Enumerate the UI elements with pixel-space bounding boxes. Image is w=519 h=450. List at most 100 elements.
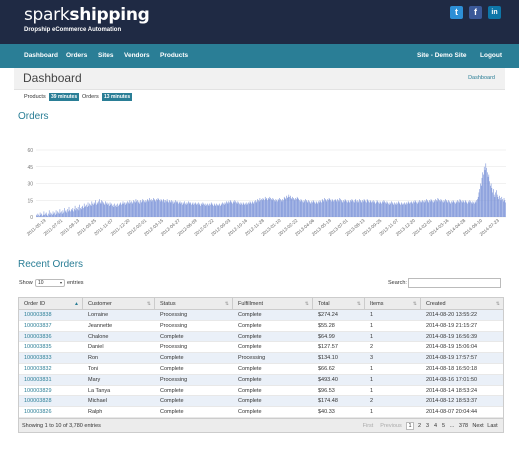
chart-bar [163, 200, 165, 217]
nav-products[interactable]: Products [160, 52, 189, 59]
order-id-link[interactable]: 100003835 [24, 344, 52, 351]
facebook-icon[interactable]: f [469, 6, 482, 19]
chart-bar [431, 200, 433, 217]
breadcrumb[interactable]: Dashboard [468, 75, 495, 81]
order-id-link[interactable]: 100003833 [24, 355, 52, 362]
chart-bar [438, 199, 439, 217]
chart-bar [485, 163, 487, 217]
chart-bar [43, 211, 45, 217]
twitter-icon[interactable]: t [450, 6, 463, 19]
chart-bar [382, 201, 383, 217]
sort-icon: ⇅ [304, 301, 309, 307]
col-order-id[interactable]: Order ID ▲ [19, 298, 83, 310]
site-selector[interactable]: Site - Demo Site [417, 52, 467, 59]
col-status[interactable]: Status ⇅ [155, 298, 233, 310]
brand-logo[interactable]: sparkshipping [24, 5, 150, 25]
order-id-link[interactable]: 100003828 [24, 398, 52, 405]
chart-bar [114, 203, 115, 217]
chart-bar [505, 202, 506, 217]
chart-bar [99, 199, 100, 217]
chart-bar [343, 200, 344, 217]
chart-bar [267, 200, 268, 217]
chart-bar [42, 214, 44, 217]
col-customer[interactable]: Customer ⇅ [83, 298, 155, 310]
col-items[interactable]: Items ⇅ [365, 298, 421, 310]
table-row[interactable]: 100003835 Daniel Processing Complete $127.57… [19, 342, 503, 354]
chart-bar [288, 194, 290, 217]
page-title: Dashboard [23, 71, 82, 85]
pager-page-5[interactable]: 5 [441, 422, 446, 429]
chart-bar [271, 199, 272, 217]
app-header: sparkshipping Dropship eCommerce Automat… [0, 0, 519, 44]
entries-select[interactable]: 10 ▾ [35, 279, 65, 287]
chart-bar [467, 201, 469, 217]
chart-bar [73, 211, 74, 217]
chart-bar [263, 199, 264, 217]
pager-first[interactable]: First [362, 422, 374, 429]
table-row[interactable]: 100003832 Toni Complete Complete $66.62 1 2014… [19, 364, 503, 375]
chart-bar [44, 214, 45, 217]
chart-bar [324, 198, 325, 217]
pager-last[interactable]: Last [487, 422, 498, 429]
chart-bar [353, 202, 355, 217]
col-fulfillment[interactable]: Fulfillment ⇅ [233, 298, 313, 310]
nav-orders[interactable]: Orders [66, 52, 88, 59]
pager-page-3[interactable]: 3 [425, 422, 430, 429]
chart-bar [115, 204, 117, 217]
pager-page-1[interactable]: 1 [406, 421, 414, 430]
y-tick-label: 15 [27, 198, 33, 204]
table-row[interactable]: 100003828 Michael Complete Complete $174.48 2… [19, 396, 503, 408]
table-cell: Complete [160, 387, 184, 394]
chart-bar [443, 200, 445, 217]
chart-bar [183, 203, 185, 217]
order-id-link[interactable]: 100003826 [24, 409, 52, 416]
col-created[interactable]: Created ⇅ [421, 298, 503, 310]
table-cell: Ralph [88, 409, 103, 416]
chart-bar [311, 201, 312, 217]
pager-next[interactable]: Next [472, 422, 484, 429]
order-id-link[interactable]: 100003832 [24, 365, 52, 372]
pager-previous[interactable]: Previous [380, 422, 402, 429]
orders-metric-badge: 13 minutes [102, 93, 133, 101]
table-cell: 2014-08-07 20:04:44 [426, 409, 478, 416]
logout-link[interactable]: Logout [480, 52, 503, 59]
chart-bar [309, 201, 310, 217]
chart-bar [447, 202, 449, 217]
nav-vendors[interactable]: Vendors [124, 52, 150, 59]
pager-page-4[interactable]: 4 [433, 422, 438, 429]
chart-bar [39, 215, 40, 217]
pager-page-2[interactable]: 2 [417, 422, 422, 429]
chart-bar [108, 203, 109, 217]
chart-bar [166, 199, 168, 217]
chart-bar [272, 198, 274, 217]
table-row[interactable]: 100003837 Jeannette Processing Complete $55.… [19, 321, 503, 332]
table-row[interactable]: 100003829 La Tanya Complete Complete $96.53 1… [19, 386, 503, 397]
order-id-link[interactable]: 100003829 [24, 387, 52, 394]
chart-bar [433, 200, 435, 217]
chart-bar [333, 201, 334, 217]
nav-sites[interactable]: Sites [98, 52, 114, 59]
chart-bar [493, 189, 494, 217]
table-row[interactable]: 100003826 Ralph Complete Complete $40.33 1 201… [19, 407, 503, 418]
table-row[interactable]: 100003838 Lorraine Processing Complete $274.… [19, 310, 503, 321]
nav-dashboard[interactable]: Dashboard [24, 52, 58, 59]
col-total[interactable]: Total ⇅ [313, 298, 365, 310]
order-id-link[interactable]: 100003837 [24, 322, 52, 329]
chart-bar [182, 202, 184, 217]
chart-bar [242, 202, 244, 217]
order-id-link[interactable]: 100003838 [24, 312, 52, 318]
order-id-link[interactable]: 100003836 [24, 333, 52, 340]
chart-bar [47, 215, 49, 217]
table-row[interactable]: 100003833 Ron Complete Processing $134.10 3 20… [19, 353, 503, 364]
search-input[interactable] [408, 278, 501, 288]
chart-bar [92, 203, 93, 217]
linkedin-icon[interactable]: in [488, 6, 501, 19]
chart-bar [363, 201, 364, 217]
chart-bar [337, 200, 339, 217]
table-row[interactable]: 100003831 Mary Processing Complete $493.40 1 2… [19, 374, 503, 386]
chart-bar [348, 201, 350, 217]
chart-bar [464, 202, 465, 217]
order-id-link[interactable]: 100003831 [24, 376, 52, 383]
table-row[interactable]: 100003836 Chalone Complete Complete $64.99 1 2… [19, 331, 503, 343]
pager-page-378[interactable]: 378 [458, 422, 469, 429]
